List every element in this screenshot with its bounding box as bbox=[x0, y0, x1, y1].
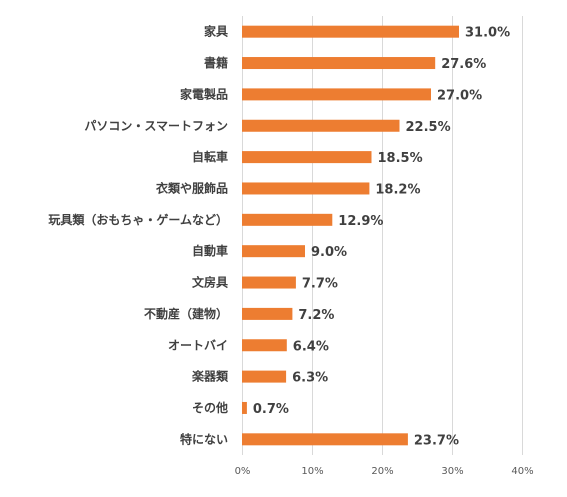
category-label: 楽器類 bbox=[192, 369, 229, 384]
bar bbox=[242, 307, 293, 320]
category-label: 玩具類（おもちゃ・ゲームなど） bbox=[48, 212, 228, 227]
value-label: 7.7% bbox=[302, 277, 338, 292]
bar bbox=[242, 370, 287, 383]
value-label: 31.0% bbox=[465, 26, 510, 41]
bar bbox=[242, 213, 333, 226]
x-axis-tick-labels: 0% 10% 20% 30% 40% bbox=[235, 466, 534, 477]
bars bbox=[242, 25, 459, 446]
value-label: 7.2% bbox=[298, 308, 334, 323]
value-label: 9.0% bbox=[311, 245, 347, 260]
bar bbox=[242, 151, 372, 164]
x-tick-label: 10% bbox=[301, 466, 323, 477]
category-label: 自転車 bbox=[192, 149, 228, 164]
bar bbox=[242, 401, 247, 414]
bar bbox=[242, 433, 408, 446]
bar bbox=[242, 88, 431, 101]
bar bbox=[242, 245, 305, 258]
bar bbox=[242, 57, 436, 70]
value-label: 18.5% bbox=[378, 151, 423, 166]
value-label: 23.7% bbox=[414, 433, 459, 448]
value-label: 18.2% bbox=[375, 182, 420, 197]
category-label: 特にない bbox=[180, 431, 228, 446]
bar bbox=[242, 25, 459, 38]
category-label: パソコン・スマートフォン bbox=[84, 119, 228, 133]
value-label: 27.0% bbox=[437, 88, 482, 103]
category-label: 家電製品 bbox=[180, 86, 228, 101]
category-label: 不動産（建物） bbox=[144, 306, 228, 321]
x-tick-label: 40% bbox=[511, 466, 533, 477]
bar bbox=[242, 182, 370, 195]
category-labels: 家具書籍家電製品パソコン・スマートフォン自転車衣類や服飾品玩具類（おもちゃ・ゲー… bbox=[48, 24, 229, 447]
value-label: 0.7% bbox=[253, 402, 289, 417]
value-label: 6.4% bbox=[293, 339, 329, 354]
category-label: その他 bbox=[192, 400, 228, 415]
x-tick-label: 0% bbox=[235, 466, 251, 477]
bar bbox=[242, 276, 296, 289]
category-label: 衣類や服飾品 bbox=[156, 180, 228, 195]
x-tick-label: 20% bbox=[371, 466, 393, 477]
category-label: 文房具 bbox=[192, 275, 228, 290]
x-tick-label: 30% bbox=[441, 466, 463, 477]
category-label: 家具 bbox=[204, 24, 228, 39]
value-label: 27.6% bbox=[441, 57, 486, 72]
value-label: 22.5% bbox=[406, 120, 451, 135]
value-label: 12.9% bbox=[338, 214, 383, 229]
value-labels: 31.0% 27.6% 27.0% 22.5% 18.5% 18.2% 12.9% 9.0% 7… bbox=[253, 26, 510, 449]
gridlines bbox=[242, 16, 523, 455]
bar bbox=[242, 339, 287, 352]
value-label: 6.3% bbox=[292, 371, 328, 386]
category-label: 書籍 bbox=[204, 55, 228, 70]
category-label: オートバイ bbox=[168, 338, 228, 352]
category-label: 自動車 bbox=[192, 243, 228, 258]
bar bbox=[242, 119, 400, 132]
